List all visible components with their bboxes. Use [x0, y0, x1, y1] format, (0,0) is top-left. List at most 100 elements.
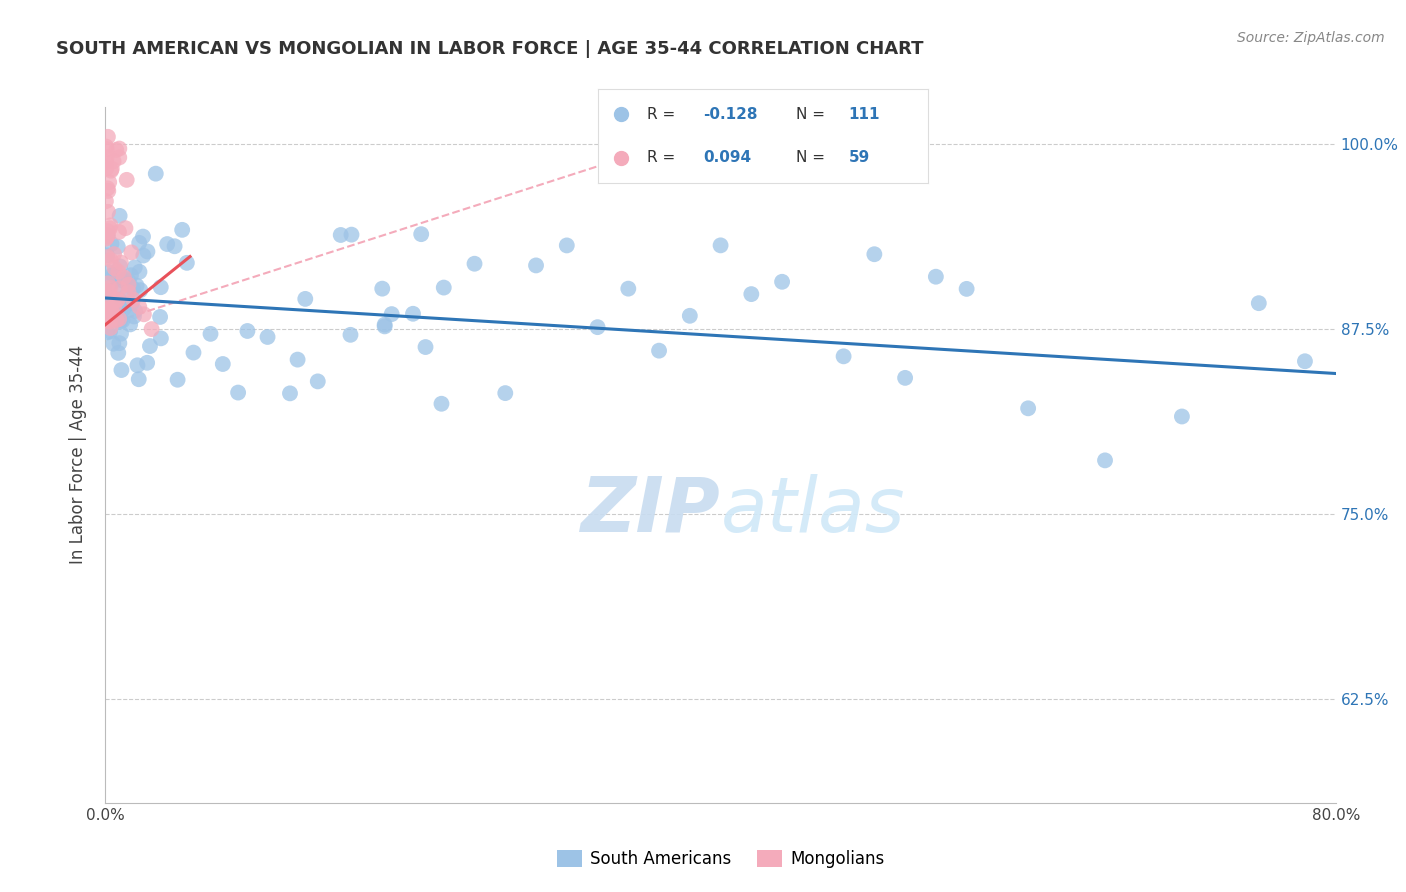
Point [108, 225, 131, 239]
Point [163, 239, 186, 253]
Point [586, 320, 609, 334]
Point [108, 312, 131, 326]
Point [98, 325, 121, 339]
Point [122, 293, 145, 307]
Point [112, 301, 135, 315]
Point [128, 372, 150, 386]
Point [124, 260, 146, 275]
Point [107, 293, 129, 307]
Point [101, 304, 124, 318]
Point [96, 150, 118, 164]
Point [97, 302, 120, 317]
Point [411, 227, 433, 242]
Point [415, 340, 437, 354]
Point [176, 256, 198, 270]
Point [94, 286, 117, 301]
Point [236, 324, 259, 338]
Point [96, 250, 118, 264]
Point [108, 293, 131, 307]
Point [111, 303, 134, 318]
Point [617, 282, 640, 296]
Point [96, 326, 118, 340]
Point [145, 167, 167, 181]
Point [166, 373, 188, 387]
Point [211, 357, 233, 371]
Point [103, 336, 125, 351]
Point [107, 277, 129, 292]
Point [111, 300, 134, 314]
Point [200, 326, 222, 341]
Point [97, 184, 120, 198]
Point [98, 281, 121, 295]
Point [97, 129, 120, 144]
Point [97, 224, 120, 238]
Point [307, 375, 329, 389]
Point [1171, 409, 1194, 424]
Point [94, 302, 117, 317]
Text: N =: N = [796, 107, 830, 122]
Point [108, 260, 131, 274]
Point [402, 307, 425, 321]
Text: Source: ZipAtlas.com: Source: ZipAtlas.com [1237, 31, 1385, 45]
Point [679, 309, 702, 323]
Point [648, 343, 671, 358]
Point [111, 313, 134, 327]
Point [97, 228, 120, 243]
Point [117, 285, 139, 299]
Point [108, 209, 131, 223]
Point [114, 272, 136, 286]
Text: ZIP: ZIP [581, 474, 721, 548]
Point [96, 289, 118, 303]
Point [110, 314, 132, 328]
Text: N =: N = [796, 150, 830, 165]
Point [103, 299, 125, 313]
Point [132, 248, 155, 262]
Point [96, 142, 118, 156]
Point [101, 161, 124, 176]
Text: -0.128: -0.128 [703, 107, 758, 122]
Text: R =: R = [647, 150, 681, 165]
Point [108, 336, 131, 351]
Point [121, 296, 143, 310]
Point [100, 277, 122, 292]
Point [118, 275, 141, 289]
Point [120, 318, 142, 332]
Point [105, 293, 128, 308]
Point [122, 281, 145, 295]
Point [108, 151, 131, 165]
Point [128, 265, 150, 279]
Point [94, 194, 117, 209]
Point [1094, 453, 1116, 467]
Point [925, 269, 948, 284]
Point [183, 345, 205, 359]
Point [108, 281, 131, 295]
Point [105, 143, 128, 157]
Point [110, 363, 132, 377]
Point [100, 303, 122, 318]
Point [107, 305, 129, 319]
Y-axis label: In Labor Force | Age 35-44: In Labor Force | Age 35-44 [69, 345, 87, 565]
Point [114, 221, 136, 235]
Text: 0.094: 0.094 [703, 150, 751, 165]
Point [94, 154, 117, 169]
Point [156, 237, 179, 252]
Point [107, 240, 129, 254]
Point [128, 235, 150, 250]
Point [94, 139, 117, 153]
Point [108, 142, 131, 156]
Point [149, 331, 172, 345]
Point [132, 229, 155, 244]
Point [374, 318, 396, 332]
Point [98, 221, 121, 235]
Point [97, 228, 120, 243]
Point [97, 285, 120, 299]
Text: atlas: atlas [721, 474, 905, 548]
Point [1247, 296, 1270, 310]
Point [128, 300, 150, 314]
Point [132, 307, 155, 321]
Point [381, 307, 404, 321]
Point [120, 245, 142, 260]
Point [494, 386, 516, 401]
Point [136, 356, 159, 370]
Point [374, 319, 396, 334]
